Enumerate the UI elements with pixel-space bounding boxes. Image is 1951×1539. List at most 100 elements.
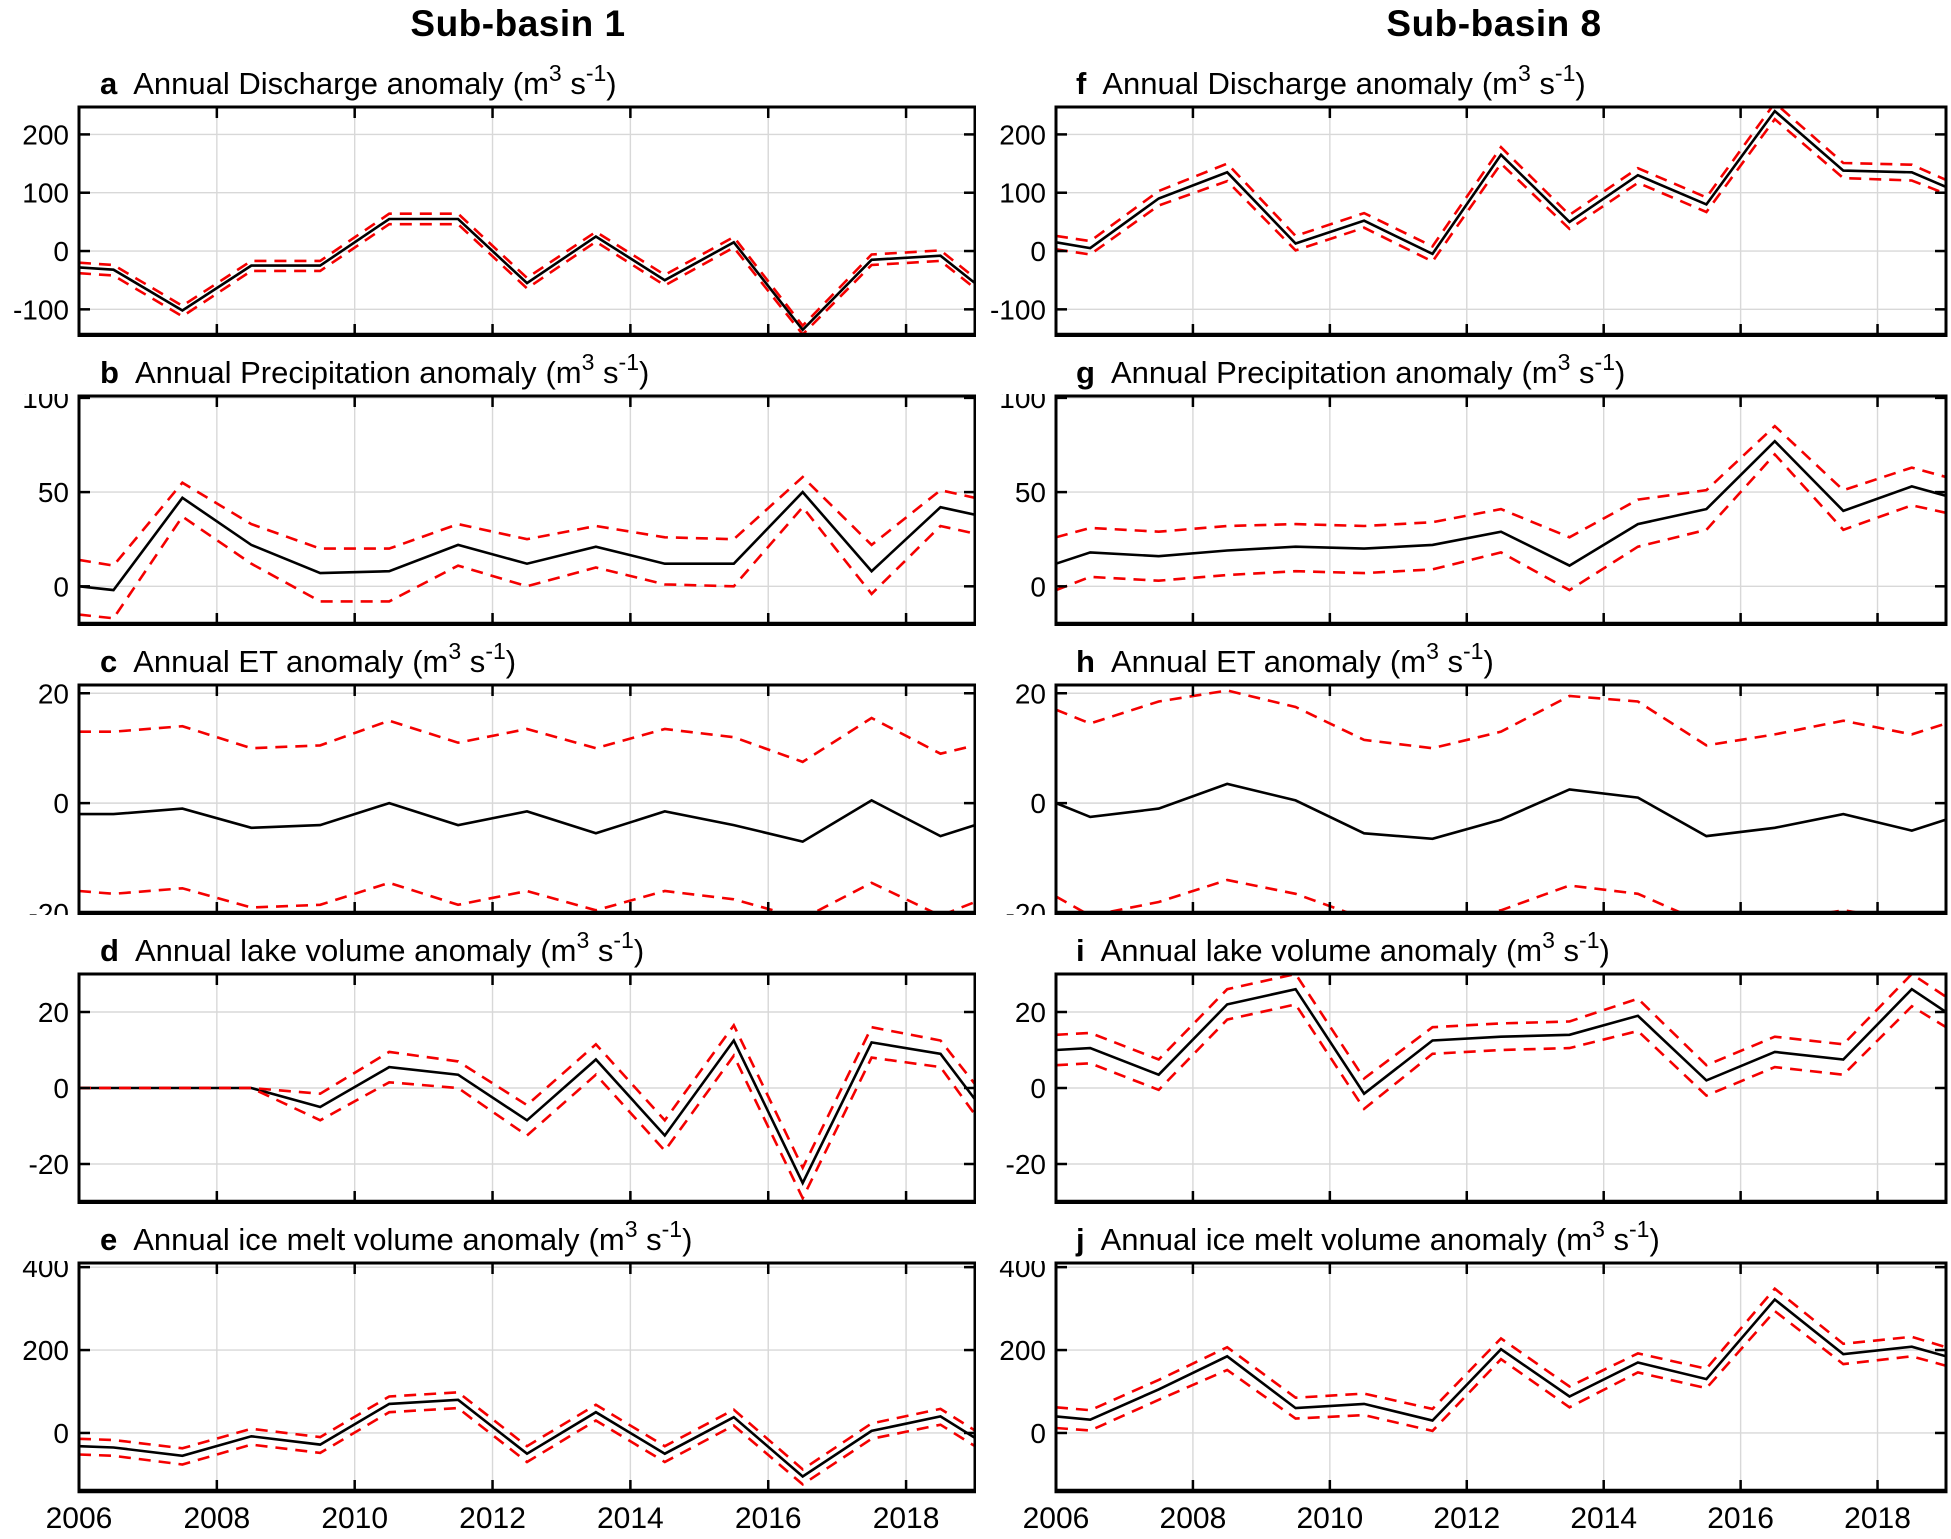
- panel-d-plot: 20 0 -20: [29, 972, 976, 1204]
- panel-title: Annual lake volume anomaly: [1100, 933, 1497, 968]
- y-tick-label: -100: [13, 294, 69, 325]
- y-tick-label: 20: [1015, 683, 1046, 709]
- y-tick-label: 100: [999, 394, 1046, 414]
- y-tick-label: 100: [22, 394, 69, 414]
- panel-g: g Annual Precipitation anomaly (m3 s-1) 10…: [976, 337, 1951, 626]
- panel-unit: (m3 s-1): [545, 349, 650, 390]
- y-tick-label: 0: [53, 1073, 69, 1104]
- panel-title: Annual ET anomaly: [1110, 644, 1381, 679]
- panel-title: Annual Discharge anomaly: [133, 66, 504, 101]
- x-tick-label: 2014: [1570, 1502, 1637, 1535]
- y-tick-label: 200: [999, 119, 1046, 150]
- panel-d-label: d Annual lake volume anomaly (m3 s-1): [0, 915, 976, 972]
- y-tick-label: 0: [1030, 1418, 1046, 1449]
- panel-f-plot: 200 100 0 -100: [990, 105, 1948, 337]
- panel-unit: (m3 s-1): [588, 1216, 693, 1257]
- y-tick-label: 20: [38, 683, 69, 709]
- panel-h-label: h Annual ET anomaly (m3 s-1): [976, 626, 1951, 683]
- x-tick-label: 2016: [1707, 1502, 1774, 1535]
- panel-e: e Annual ice melt volume anomaly (m3 s-1) …: [0, 1204, 976, 1539]
- panel-f-label: f Annual Discharge anomaly (m3 s-1): [976, 48, 1951, 105]
- panel-e-label: e Annual ice melt volume anomaly (m3 s-1): [0, 1204, 976, 1261]
- y-tick-label: -20: [1006, 898, 1046, 915]
- panel-a-label: a Annual Discharge anomaly (m3 s-1): [0, 48, 976, 105]
- y-tick-label: 400: [999, 1261, 1046, 1283]
- panel-c: c Annual ET anomaly (m3 s-1) 20 0 -20: [0, 626, 976, 915]
- y-tick-label: 0: [1030, 1073, 1046, 1104]
- y-tick-label: 400: [22, 1261, 69, 1283]
- panel-letter: j: [1076, 1222, 1085, 1257]
- column-subbasin-1: Sub-basin 1 a Annual Discharge anomaly (m3…: [0, 3, 976, 1539]
- y-tick-label: 0: [1030, 571, 1046, 602]
- x-tick-label: 2018: [1844, 1502, 1911, 1535]
- x-tick-label: 2012: [1433, 1502, 1500, 1535]
- panel-letter: h: [1076, 644, 1095, 679]
- panel-b-plot: 100 50 0: [22, 394, 976, 626]
- panel-unit: (m3 s-1): [1555, 1216, 1660, 1257]
- panel-letter: f: [1076, 66, 1087, 101]
- panel-letter: c: [100, 644, 118, 679]
- x-tick-label: 2006: [46, 1502, 113, 1535]
- x-tick-label: 2018: [873, 1502, 940, 1535]
- panel-unit: (m3 s-1): [1505, 927, 1610, 968]
- x-tick-label: 2008: [1160, 1502, 1227, 1535]
- panel-f: f Annual Discharge anomaly (m3 s-1) 200 100…: [976, 48, 1951, 337]
- panel-letter: i: [1076, 933, 1085, 968]
- panel-b: b Annual Precipitation anomaly (m3 s-1) 10…: [0, 337, 976, 626]
- y-tick-label: -20: [1006, 1149, 1046, 1180]
- column-subbasin-8: Sub-basin 8 f Annual Discharge anomaly (m3…: [976, 0, 1951, 1539]
- panel-unit: (m3 s-1): [512, 60, 617, 101]
- x-tick-label: 2014: [597, 1502, 664, 1535]
- x-tick-label: 2006: [1023, 1502, 1090, 1535]
- y-tick-label: 50: [1015, 477, 1046, 508]
- panel-d: d Annual lake volume anomaly (m3 s-1) 20 0 -…: [0, 915, 976, 1204]
- panel-unit: (m3 s-1): [412, 638, 517, 679]
- column-title-subbasin-1: Sub-basin 1: [410, 3, 626, 44]
- panel-i: i Annual lake volume anomaly (m3 s-1) 20 0 -…: [976, 915, 1951, 1204]
- panel-h: h Annual ET anomaly (m3 s-1) 20 0 -20: [976, 626, 1951, 915]
- y-tick-label: 20: [38, 997, 69, 1028]
- panel-title: Annual lake volume anomaly: [134, 933, 532, 968]
- panel-title: Annual ice melt volume anomaly: [1100, 1222, 1547, 1257]
- panel-title: Annual Precipitation anomaly: [134, 355, 537, 390]
- y-tick-label: 100: [999, 178, 1046, 209]
- panel-unit: (m3 s-1): [1521, 349, 1626, 390]
- column-title-subbasin-8: Sub-basin 8: [1386, 3, 1602, 44]
- panel-g-label: g Annual Precipitation anomaly (m3 s-1): [976, 337, 1951, 394]
- x-tick-label: 2012: [459, 1502, 526, 1535]
- panel-letter: d: [100, 933, 119, 968]
- x-tick-label: 2010: [321, 1502, 388, 1535]
- y-tick-label: 200: [999, 1335, 1046, 1366]
- y-tick-label: 50: [38, 477, 69, 508]
- panel-e-plot: 400 200 0 2006 2008 2010 2012 2014 2016 2018: [22, 1261, 976, 1535]
- panel-b-label: b Annual Precipitation anomaly (m3 s-1): [0, 337, 976, 394]
- panel-c-label: c Annual ET anomaly (m3 s-1): [0, 626, 976, 683]
- y-tick-label: -100: [990, 294, 1046, 325]
- panel-letter: g: [1076, 355, 1095, 390]
- panel-g-plot: 100 50 0: [999, 394, 1948, 626]
- x-tick-label: 2008: [183, 1502, 250, 1535]
- y-tick-label: 0: [53, 1418, 69, 1449]
- panel-title: Annual ET anomaly: [133, 644, 404, 679]
- panel-unit: (m3 s-1): [1481, 60, 1586, 101]
- panel-h-plot: 20 0 -20: [1006, 683, 1948, 915]
- y-tick-label: 0: [53, 571, 69, 602]
- y-tick-label: 0: [53, 236, 69, 267]
- y-tick-label: 0: [1030, 788, 1046, 819]
- y-tick-label: -20: [29, 1149, 69, 1180]
- panel-c-plot: 20 0 -20: [29, 683, 976, 915]
- panel-letter: b: [100, 355, 119, 390]
- y-tick-label: -20: [29, 898, 69, 915]
- y-tick-label: 0: [1030, 236, 1046, 267]
- panel-a-plot: 200 100 0 -100: [13, 105, 976, 337]
- panel-title: Annual Discharge anomaly: [1102, 66, 1473, 101]
- y-tick-label: 200: [22, 119, 69, 150]
- panel-a: a Annual Discharge anomaly (m3 s-1) 200 100…: [0, 48, 976, 337]
- y-tick-label: 200: [22, 1335, 69, 1366]
- panel-j-plot: 400 200 0 2006 2008 2010 2012 2014 2016 2018: [999, 1261, 1948, 1535]
- y-tick-label: 0: [53, 788, 69, 819]
- panel-j: j Annual ice melt volume anomaly (m3 s-1) …: [976, 1204, 1951, 1539]
- panel-unit: (m3 s-1): [1389, 638, 1494, 679]
